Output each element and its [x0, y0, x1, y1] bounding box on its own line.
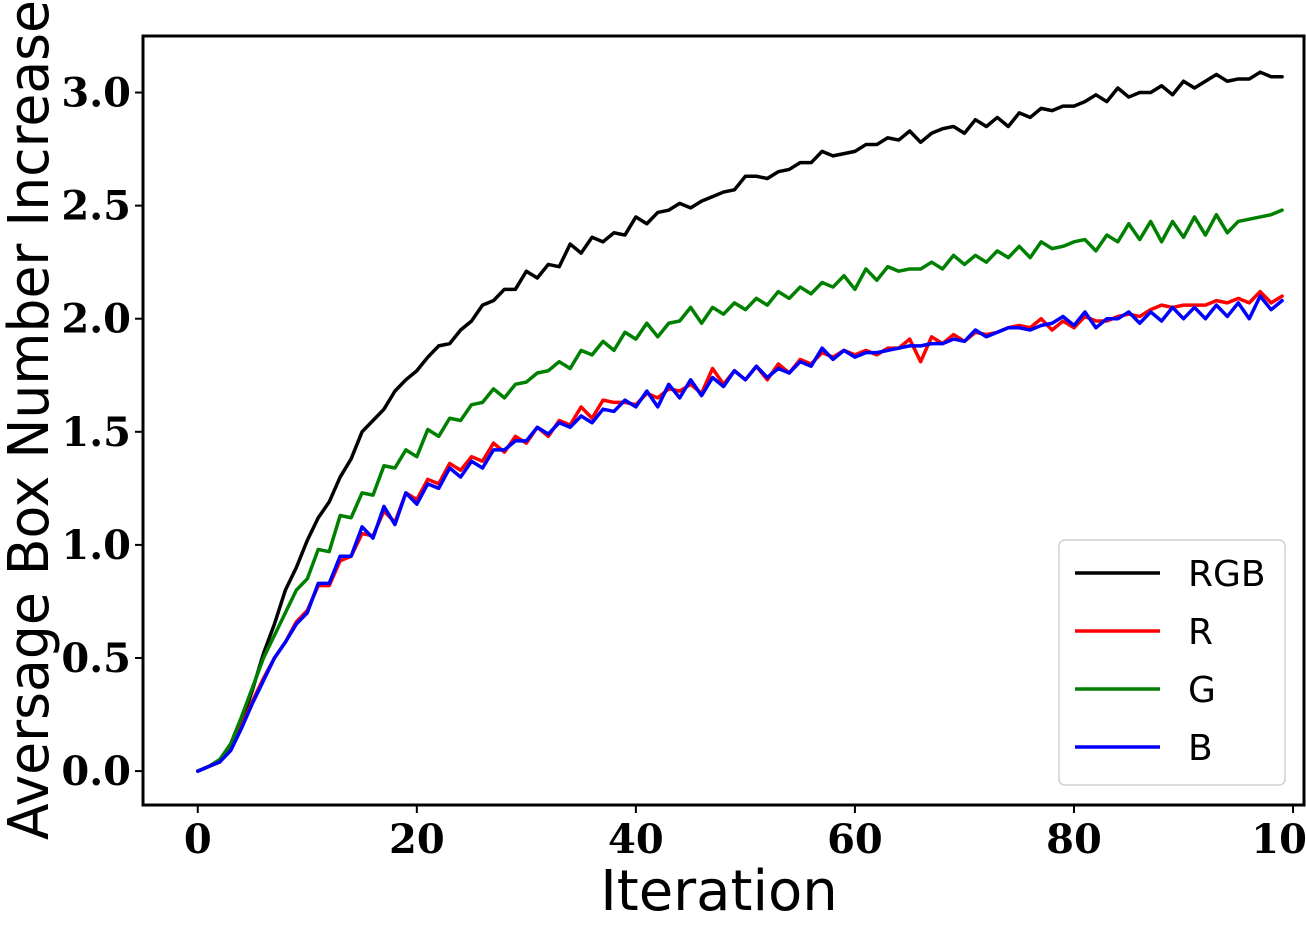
- x-axis-title: Iteration: [600, 859, 838, 924]
- y-tick-label: 2.0: [61, 296, 131, 343]
- x-axis-ticks: 0 20 40 60 80 100: [184, 805, 1306, 863]
- legend-items: RGB RGB: [1075, 554, 1266, 769]
- legend-label-b: B: [1188, 728, 1213, 769]
- series-line-rgb: [196, 70, 1284, 773]
- x-tick-label: 20: [389, 816, 445, 863]
- x-tick-label: 80: [1046, 816, 1102, 863]
- y-tick-label: 3.0: [61, 70, 131, 117]
- legend-box: [1058, 539, 1286, 786]
- legend: RGB RGB: [1058, 539, 1286, 786]
- x-tick-label: 0: [184, 816, 212, 863]
- series-line-b: [196, 294, 1284, 773]
- y-tick-label: 0.0: [61, 748, 131, 795]
- y-tick-label: 0.5: [61, 635, 131, 682]
- y-axis-ticks: 0.0 0.5 1.0 1.5 2.0 2.5 3.0: [61, 70, 143, 795]
- legend-label-rgb: RGB: [1188, 554, 1266, 595]
- y-tick-label: 1.5: [61, 409, 131, 456]
- x-tick-label: 100: [1251, 816, 1306, 863]
- y-tick-label: 2.5: [61, 183, 131, 230]
- series-lines: [196, 70, 1284, 773]
- legend-label-g: G: [1188, 670, 1216, 711]
- x-tick-label: 60: [827, 816, 883, 863]
- y-tick-label: 1.0: [61, 522, 131, 569]
- legend-label-r: R: [1188, 612, 1213, 653]
- series-line-g: [196, 208, 1284, 773]
- x-tick-label: 40: [608, 816, 664, 863]
- y-axis-title: Aversage Box Number Increase: [0, 0, 62, 840]
- plot-frame: [141, 34, 1306, 807]
